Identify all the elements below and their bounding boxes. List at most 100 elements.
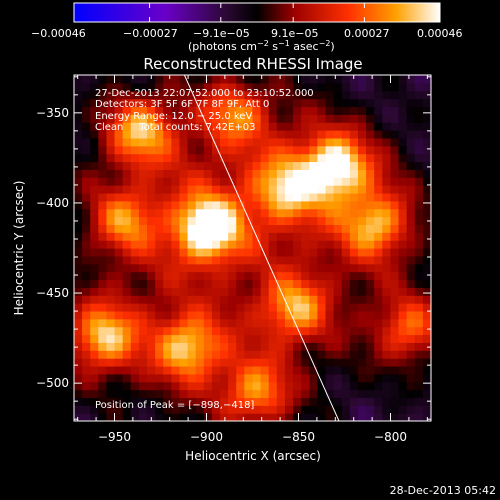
heatmap-cell [268,185,278,194]
heatmap-cell [155,279,164,288]
heatmap-cell [414,287,424,296]
heatmap-cell [284,365,294,375]
heatmap-cell [293,255,302,265]
heatmap-cell [341,192,351,202]
heatmap-cell [333,177,343,186]
heatmap-cell [114,342,124,351]
heatmap-cell [130,122,140,131]
heatmap-cell [195,130,205,139]
heatmap-cell [325,295,335,304]
heatmap-cell [301,350,310,359]
heatmap-cell [98,82,108,92]
heatmap-cell [220,75,229,84]
heatmap-cell [317,161,327,170]
heatmap-cell [325,122,335,131]
heatmap-cell [138,279,148,288]
heatmap-cell [211,169,221,178]
heatmap-cell [357,177,367,186]
heatmap-cell [422,310,431,320]
heatmap-cell [244,295,254,304]
heatmap-cell [252,82,262,92]
heatmap-cell [155,365,164,375]
heatmap-cell [155,405,164,414]
heatmap-cell [374,295,383,304]
heatmap-cell [236,82,245,92]
heatmap-cell [382,185,392,194]
heatmap-cell [179,271,189,281]
heatmap-cell [293,161,302,170]
heatmap-cell [382,350,392,359]
heatmap-cell [98,326,108,336]
heatmap-cell [130,295,140,304]
heatmap-cell [74,208,83,218]
heatmap-cell [349,169,359,178]
heatmap-cell [90,130,99,139]
heatmap-cell [74,224,83,233]
x-tick-label: −850 [282,430,315,444]
heatmap-cell [366,334,375,343]
heatmap-cell [163,75,172,84]
heatmap-cell [349,271,359,281]
heatmap-cell [220,208,229,218]
heatmap-cell [390,90,400,100]
heatmap-cell [341,318,351,328]
heatmap-cell [138,161,148,170]
heatmap-cell [390,232,400,241]
heatmap-cell [390,153,400,163]
heatmap-cell [74,248,83,257]
heatmap-cell [341,240,351,249]
heatmap-cell [220,137,229,147]
heatmap-cell [203,389,213,399]
heatmap-cell [130,326,140,336]
heatmap-cell [317,114,327,123]
heatmap-cell [406,303,416,312]
heatmap-cell [179,75,189,84]
heatmap-cell [203,130,213,139]
heatmap-cell [179,153,189,163]
heatmap-cell [195,350,205,359]
heatmap-cell [163,200,172,210]
heatmap-cell [325,75,335,84]
heatmap-cell [333,342,343,351]
heatmap-cell [90,200,99,210]
heatmap-cell [252,279,262,288]
heatmap-cell [414,397,424,406]
heatmap-cell [293,287,302,296]
heatmap-cell [260,413,270,421]
heatmap-cell [301,310,310,320]
heatmap-cell [203,137,213,147]
heatmap-cell [98,318,108,328]
heatmap-cell [187,271,197,281]
heatmap-cell [187,358,197,367]
heatmap-cell [333,334,343,343]
heatmap-cell [309,153,319,163]
heatmap-cell [341,153,351,163]
heatmap-cell [366,216,375,226]
heatmap-cell [382,232,392,241]
heatmap-cell [74,161,83,170]
heatmap-cell [203,82,213,92]
heatmap-cell [374,373,383,383]
heatmap-cell [341,98,351,108]
heatmap-cell [220,405,229,414]
heatmap-cell [252,185,262,194]
heatmap-cell [276,263,286,273]
heatmap-cell [90,365,99,375]
heatmap-cell [398,358,408,367]
heatmap-cell [414,224,424,233]
heatmap-cell [187,216,197,226]
heatmap-cell [179,248,189,257]
heatmap-cell [325,240,335,249]
heatmap-cell [268,216,278,226]
heatmap-cell [284,192,294,202]
heatmap-cell [106,145,116,155]
heatmap-cell [390,373,400,383]
heatmap-cell [82,177,91,186]
heatmap-cell [325,381,335,391]
heatmap-cell [325,334,335,343]
heatmap-cell [147,161,156,170]
heatmap-cell [414,350,424,359]
heatmap-cell [195,177,205,186]
heatmap-cell [130,413,140,421]
